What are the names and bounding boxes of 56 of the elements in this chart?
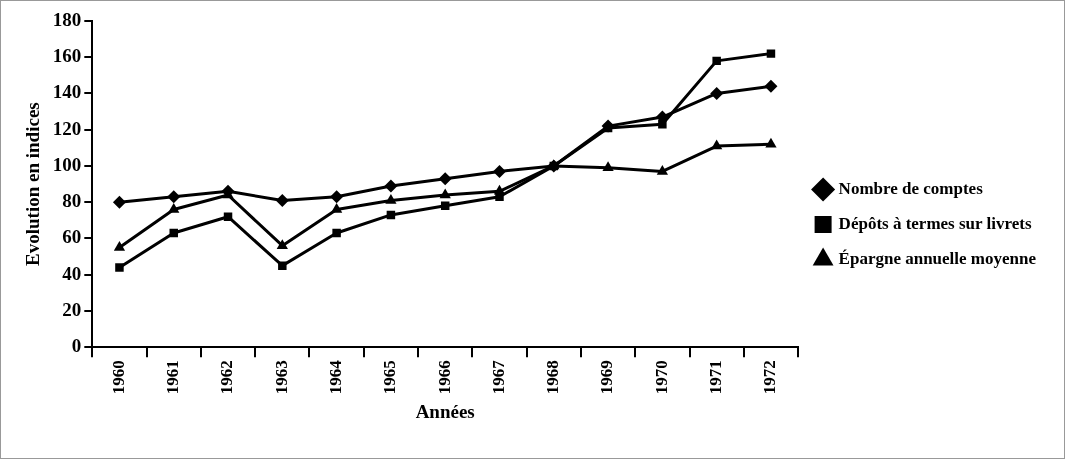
point: [332, 228, 341, 238]
point: [438, 172, 452, 186]
point: [167, 190, 181, 204]
point: [711, 139, 723, 150]
x-tick-label: 1960: [108, 360, 128, 395]
point: [115, 263, 124, 272]
point: [492, 164, 506, 178]
point: [384, 179, 398, 193]
y-tick-label: 20: [62, 298, 82, 320]
point: [385, 193, 397, 204]
point: [764, 79, 778, 93]
point: [765, 137, 777, 148]
y-tick-label: 140: [52, 81, 82, 103]
point: [278, 261, 287, 270]
point: [710, 86, 724, 100]
point: [223, 212, 233, 221]
y-tick-label: 160: [52, 45, 82, 67]
point: [275, 193, 289, 207]
x-tick-label: 1964: [326, 359, 346, 395]
legend-label: Dépôts à termes sur livrets: [838, 213, 1032, 233]
point: [602, 161, 614, 172]
point: [330, 202, 343, 213]
point: [495, 192, 504, 202]
point: [656, 164, 668, 175]
y-tick-label: 0: [71, 335, 82, 357]
point: [439, 188, 451, 199]
point: [601, 119, 615, 133]
point: [712, 56, 721, 66]
x-tick-label: 1965: [380, 360, 400, 395]
point: [169, 228, 178, 238]
point: [112, 195, 126, 209]
y-tick-label: 120: [52, 117, 82, 139]
x-tick-label: 1971: [706, 360, 726, 395]
x-tick-label: 1967: [488, 359, 508, 395]
x-tick-label: 1962: [217, 360, 237, 395]
y-tick-label: 40: [62, 262, 82, 284]
legend-label: Épargne annuelle moyenne: [838, 248, 1037, 268]
y-axis-title: Evolution en indices: [22, 102, 44, 266]
legend-label: Nombre de comptes: [838, 178, 984, 198]
x-axis-title: Années: [415, 400, 475, 422]
y-tick-label: 100: [52, 153, 82, 175]
point: [330, 190, 344, 204]
x-tick-label: 1968: [543, 360, 563, 395]
point: [766, 49, 776, 58]
x-tick-label: 1966: [434, 360, 454, 395]
y-tick-label: 80: [62, 190, 82, 212]
x-tick-label: 1961: [163, 360, 183, 395]
x-tick-label: 1969: [597, 360, 617, 395]
x-tick-label: 1970: [651, 360, 671, 395]
point: [168, 202, 180, 213]
point: [276, 239, 288, 249]
x-tick-label: 1963: [271, 360, 291, 395]
point: [113, 241, 126, 251]
y-tick-label: 60: [62, 226, 82, 248]
x-tick-label: 1972: [760, 360, 780, 395]
y-tick-label: 180: [52, 8, 82, 30]
